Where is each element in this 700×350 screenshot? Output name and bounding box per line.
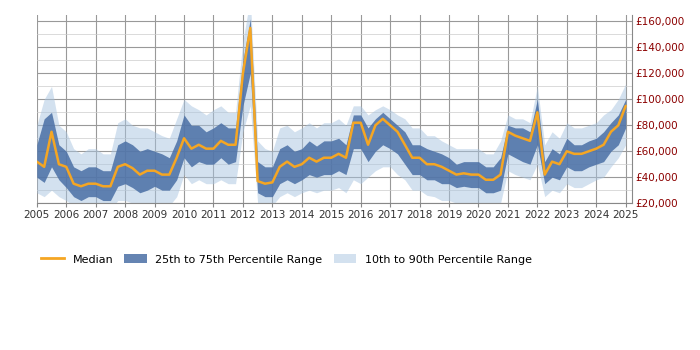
Legend: Median, 25th to 75th Percentile Range, 10th to 90th Percentile Range: Median, 25th to 75th Percentile Range, 1… bbox=[37, 250, 536, 269]
